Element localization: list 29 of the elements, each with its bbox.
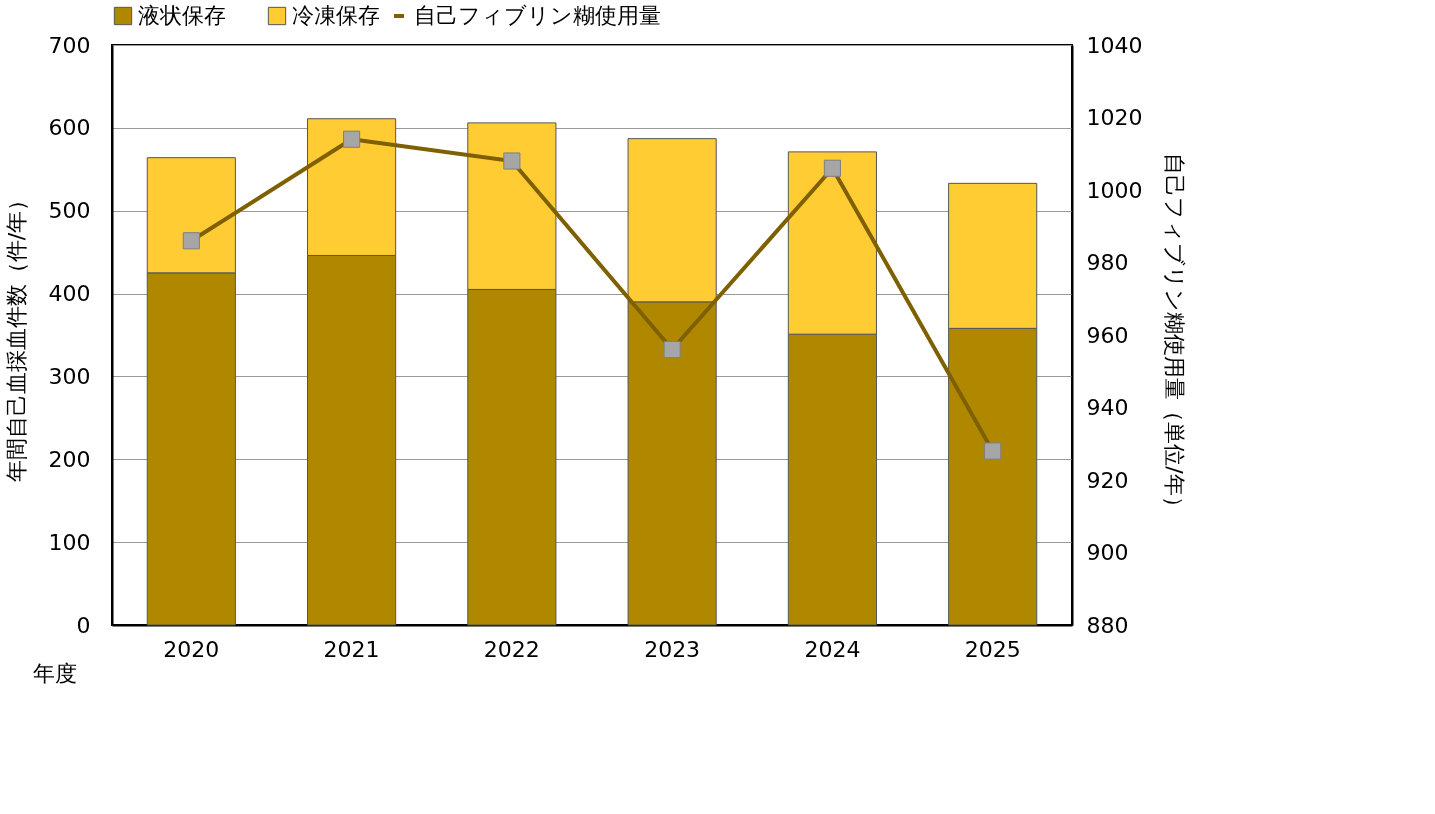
x-tick-label: 2022 (483, 636, 540, 662)
y-axis-title: 年間自己血採血件数（件/年） (3, 188, 29, 483)
y2-tick-label: 960 (1086, 322, 1129, 348)
x-axis-title: 年度 (32, 660, 77, 686)
y-tick-label: 500 (48, 198, 91, 224)
y2-tick-label: 1040 (1086, 32, 1143, 58)
y-tick-label: 600 (48, 115, 91, 141)
x-tick-label: 2020 (163, 636, 220, 662)
y-tick-label: 200 (48, 446, 91, 472)
y2-tick-label: 900 (1086, 540, 1129, 565)
y2-tick-label: 1000 (1086, 177, 1143, 203)
x-tick-label: 2024 (804, 636, 861, 662)
y-tick-label: 400 (48, 281, 91, 307)
legend-label: 液状保存 (138, 3, 226, 28)
y-tick-label: 300 (48, 363, 91, 389)
y2-tick-label: 880 (1086, 612, 1129, 638)
y2-tick-label: 940 (1086, 395, 1129, 420)
legend-label: 冷凍保存 (292, 3, 380, 28)
y2-axis-title: 自己フィブリン糊使用量（単位/年） (1162, 153, 1188, 518)
y2-tick-label: 920 (1086, 467, 1129, 493)
y-tick-label: 0 (76, 612, 91, 638)
y-tick-label: 700 (48, 32, 91, 58)
x-tick-label: 2023 (644, 636, 701, 662)
y-tick-label: 100 (48, 529, 91, 555)
legend-label: 自己フィブリン糊使用量 (414, 3, 661, 28)
x-tick-label: 2025 (964, 636, 1021, 662)
y2-tick-label: 980 (1086, 250, 1129, 275)
x-tick-label: 2021 (323, 636, 380, 662)
y2-tick-label: 1020 (1086, 105, 1143, 130)
